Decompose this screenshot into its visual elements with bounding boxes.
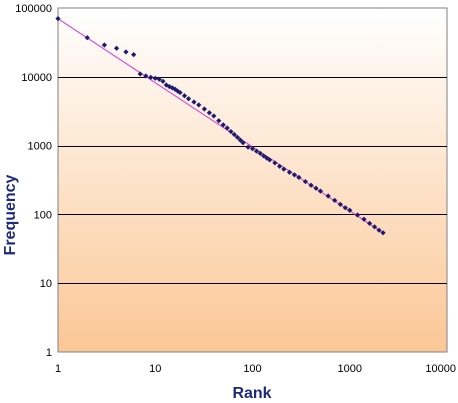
data-point [206, 110, 212, 116]
data-point [296, 174, 302, 180]
data-point [257, 150, 263, 157]
data-point [367, 220, 373, 226]
data-point [272, 160, 278, 166]
data-point [216, 118, 222, 124]
y-tick-label: 100000 [15, 3, 52, 15]
data-point [264, 155, 270, 161]
x-tick-label: 100 [243, 363, 261, 375]
data-point [196, 102, 202, 108]
y-tick-label: 10000 [21, 72, 52, 84]
data-point [228, 128, 234, 135]
data-point [84, 35, 90, 41]
data-point [291, 172, 298, 178]
data-point [152, 75, 158, 81]
data-point [191, 99, 197, 105]
data-point [325, 193, 331, 199]
data-point [55, 16, 61, 22]
data-point [131, 52, 137, 58]
data-point [185, 96, 192, 102]
data-point [137, 71, 143, 77]
data-point [211, 113, 217, 119]
data-point [231, 131, 237, 138]
data-points [55, 16, 386, 236]
data-point [160, 78, 166, 84]
data-point [371, 224, 378, 230]
data-point [113, 45, 120, 51]
data-point [317, 188, 324, 194]
data-point [380, 230, 386, 236]
x-tick-label: 1 [55, 363, 61, 375]
x-tick-label: 10 [149, 363, 161, 375]
data-point [281, 166, 287, 172]
x-axis-title: Rank [232, 385, 271, 402]
data-point [332, 197, 338, 203]
data-point [148, 74, 154, 81]
x-tick-label: 1000 [338, 363, 362, 375]
y-tick-label: 100 [34, 209, 52, 221]
data-point [249, 146, 256, 152]
data-point [337, 201, 343, 207]
data-point [347, 207, 353, 213]
y-tick-label: 1 [46, 347, 52, 359]
data-point [361, 216, 367, 222]
x-tick-label: 10000 [425, 363, 456, 375]
data-point [166, 84, 173, 90]
data-point [253, 148, 260, 154]
data-point [260, 153, 267, 159]
data-point [302, 178, 309, 185]
data-point [220, 122, 226, 128]
data-point [277, 163, 283, 169]
data-point [101, 42, 108, 48]
data-point [286, 169, 293, 175]
x-axis-tick-labels: 1 10 100 1000 10000 [55, 363, 456, 375]
data-point [123, 49, 129, 55]
data-point [342, 205, 348, 211]
data-point [245, 144, 251, 150]
data-point [172, 86, 178, 92]
y-tick-label: 1000 [28, 141, 52, 153]
data-point [143, 73, 149, 79]
y-axis-title: Frequency [2, 174, 19, 255]
data-point [181, 93, 188, 99]
data-point [234, 134, 241, 140]
data-point [376, 227, 382, 233]
plot-area [57, 7, 448, 353]
data-point [237, 137, 243, 143]
data-point [224, 125, 230, 131]
y-axis-tick-labels: 1 10 100 1000 10000 100000 [15, 3, 52, 359]
data-point [313, 185, 319, 191]
data-point [354, 212, 361, 218]
data-point [240, 140, 246, 146]
data-point [201, 106, 207, 112]
data-point [177, 89, 183, 96]
y-tick-label: 10 [40, 278, 52, 290]
data-point [267, 157, 273, 163]
data-point [308, 182, 314, 188]
data-point [156, 76, 162, 82]
